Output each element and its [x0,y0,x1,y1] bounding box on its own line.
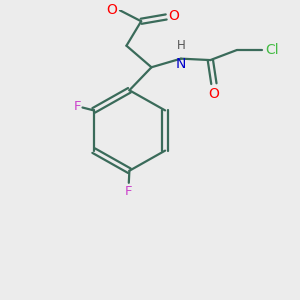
Text: H: H [176,39,185,52]
Text: O: O [107,3,118,17]
Text: O: O [208,86,219,100]
Text: N: N [176,57,186,71]
Text: F: F [74,100,81,113]
Text: F: F [125,185,133,198]
Text: Cl: Cl [265,43,278,57]
Text: O: O [169,8,179,22]
